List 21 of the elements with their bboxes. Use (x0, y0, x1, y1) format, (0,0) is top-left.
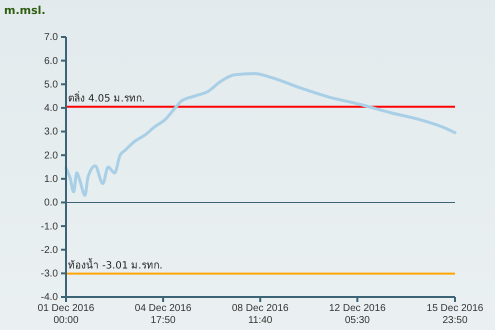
x-tick-label: 15 Dec 2016 23:50 (426, 303, 484, 326)
y-tick-label: 6.0 (44, 56, 58, 67)
ref-line-label: ตลิ่ง 4.05 ม.รทก. (68, 90, 145, 105)
y-tick-label: 3.0 (44, 126, 58, 138)
x-tick-label: 04 Dec 2016 17:50 (134, 303, 192, 326)
y-tick-label: 5.0 (44, 79, 58, 90)
line-series (64, 72, 456, 197)
y-tick-label: -4.0 (40, 292, 58, 304)
x-tick-label: 12 Dec 2016 05:30 (328, 303, 386, 326)
x-tick-label: 01 Dec 2016 00:00 (38, 303, 95, 326)
y-tick-label: -2.0 (40, 244, 58, 256)
x-tick-label: 08 Dec 2016 11:40 (232, 303, 290, 326)
y-tick-label: 0.0 (44, 198, 58, 209)
y-tick-label: 4.0 (44, 103, 58, 114)
y-tick-label: -3.0 (40, 268, 58, 280)
y-axis-title: m.msl. (4, 4, 46, 17)
y-tick-label: 2.0 (44, 150, 58, 162)
y-tick-label: 1.0 (44, 174, 58, 186)
ref-line-label: ท้องน้ำ -3.01 ม.รทก. (68, 258, 163, 272)
y-tick-label: -1.0 (40, 221, 58, 232)
y-tick-label: 7.0 (44, 32, 58, 44)
